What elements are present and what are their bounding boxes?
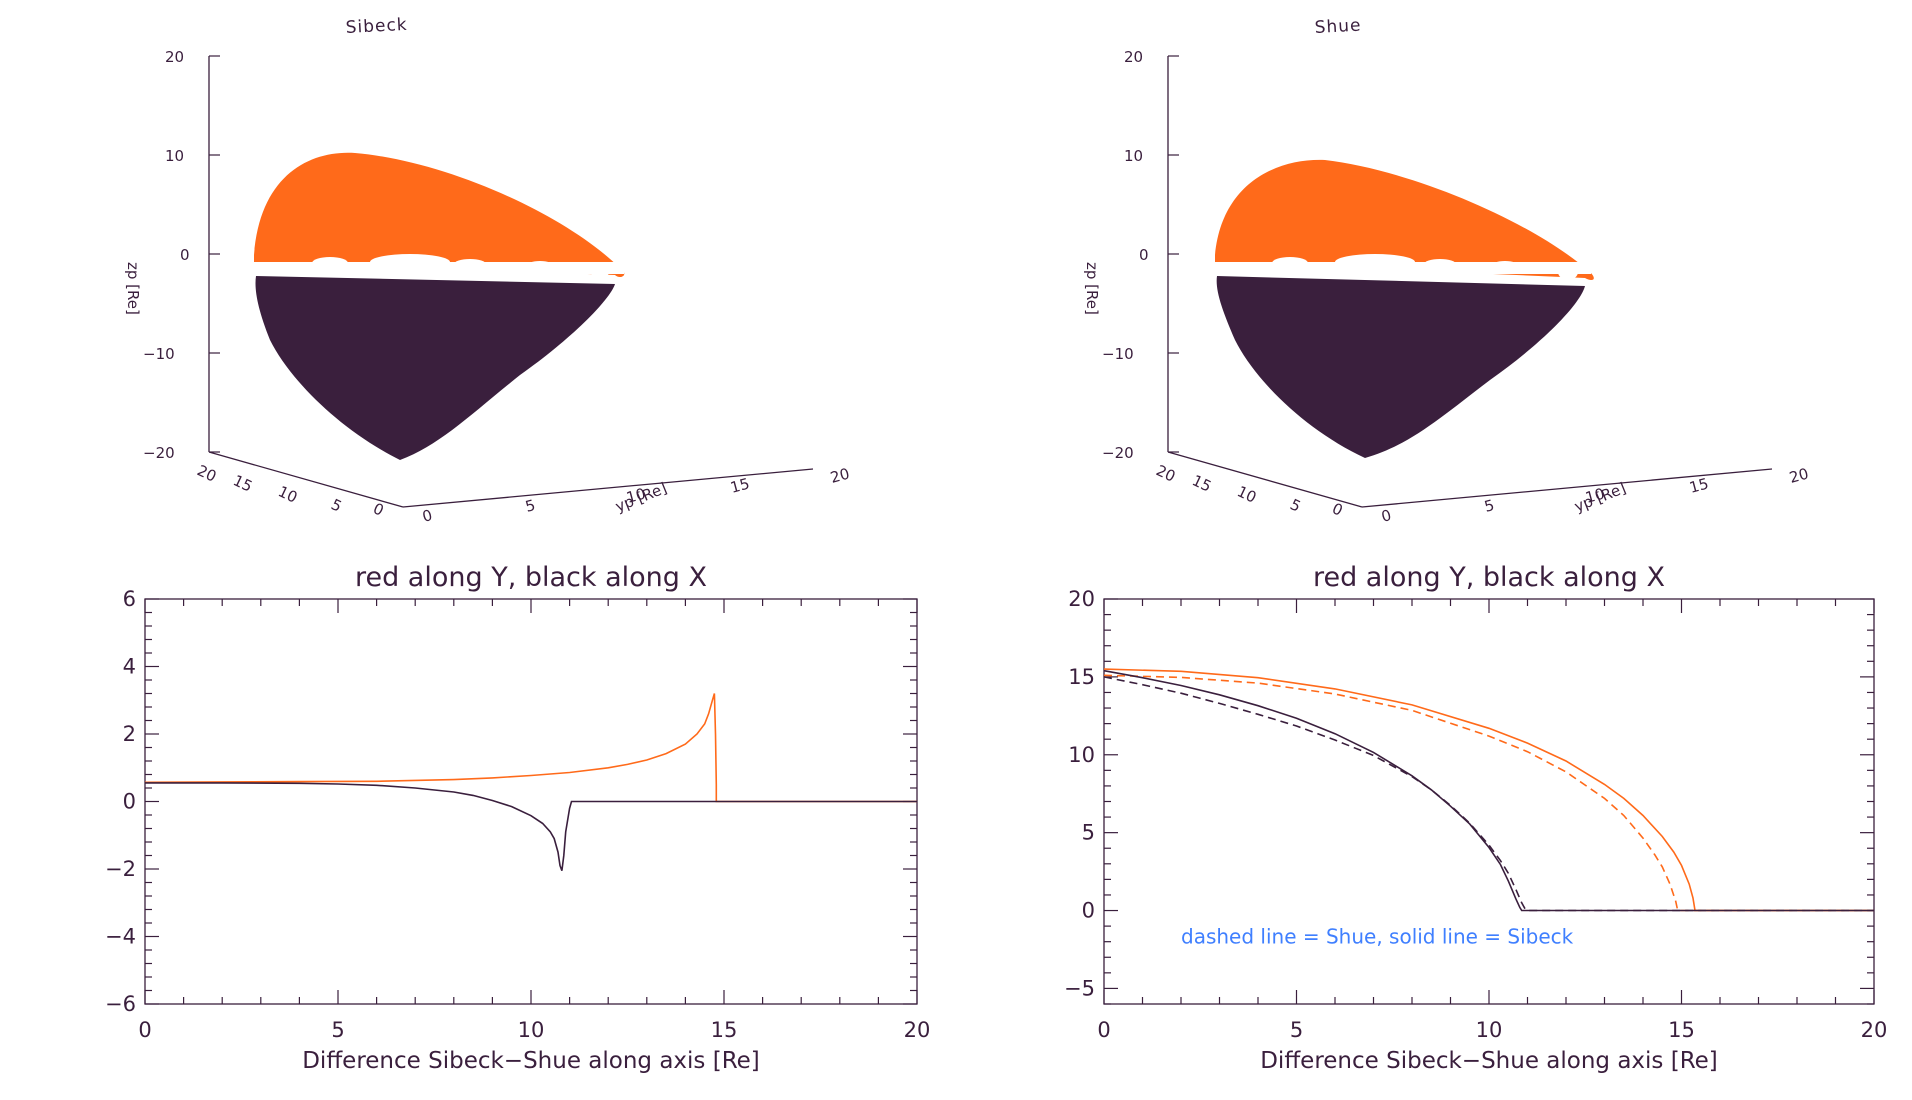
surface-lower-half xyxy=(255,276,615,460)
surface-panel-sibeck: Sibeck 20 10 0 −10 xyxy=(124,15,851,526)
surface-upper-half xyxy=(1215,159,1594,280)
surface-shape xyxy=(252,152,625,460)
y-tick-label: 2 xyxy=(123,722,136,746)
line-panel-difference: 0 5 10 15 20 −6 −4 −2 0 2 4 6 red along Y, black alo… xyxy=(105,562,930,1074)
x-tick-label: 20 xyxy=(1787,465,1810,487)
x-axis-label: Difference Sibeck−Shue along axis [Re] xyxy=(302,1048,760,1074)
x-tick-label: 5 xyxy=(1290,1018,1303,1042)
z-tick-label: 0 xyxy=(180,246,190,264)
x-tick-label: 5 xyxy=(1482,496,1496,516)
x-tick-label: 15 xyxy=(711,1018,738,1042)
y-tick-label: 10 xyxy=(1068,743,1095,767)
y-tick-label: 15 xyxy=(1189,471,1214,495)
y-tick-label: 20 xyxy=(194,461,219,485)
panel-title: Sibeck xyxy=(345,15,408,38)
x-tick-label: 10 xyxy=(518,1018,545,1042)
x-tick-label: 15 xyxy=(1687,475,1710,497)
surface-upper-half xyxy=(254,152,625,278)
y-tick-label: −4 xyxy=(105,925,136,949)
y-tick-label: 5 xyxy=(1082,821,1095,845)
z-axis-label: zp [Re] xyxy=(124,262,142,315)
series-line xyxy=(1103,674,1874,912)
x-tick-label: 10 xyxy=(1476,1018,1503,1042)
y-tick-label: 10 xyxy=(275,482,300,506)
z-tick-label: −10 xyxy=(143,345,175,363)
y-tick-label: 6 xyxy=(123,587,136,611)
x-tick-label: 5 xyxy=(523,496,537,516)
x-tick-label: 15 xyxy=(1668,1018,1695,1042)
x-tick-label: 15 xyxy=(728,475,751,497)
y-tick-label: 5 xyxy=(1287,495,1303,515)
x-tick-label: 5 xyxy=(331,1018,344,1042)
x-tick-label: 0 xyxy=(1097,1018,1110,1042)
y-tick-label: 5 xyxy=(328,495,344,515)
surface-lower-half xyxy=(1216,276,1585,458)
series-line xyxy=(144,693,917,803)
surface-gap-pattern xyxy=(252,254,624,278)
y-tick-label: 10 xyxy=(1234,482,1259,506)
z-tick-label: 10 xyxy=(1124,147,1143,165)
plot-title: red along Y, black along X xyxy=(1313,562,1665,593)
plot-title: red along Y, black along X xyxy=(355,562,707,593)
z-tick-label: 20 xyxy=(165,48,184,66)
y-tick-label: 0 xyxy=(1329,499,1345,519)
series-line xyxy=(1103,676,1874,912)
x-tick-label: 20 xyxy=(904,1018,931,1042)
x-tick-label: 10 xyxy=(1583,485,1606,507)
y-tick-label: 15 xyxy=(1068,665,1095,689)
x-tick-label: 0 xyxy=(138,1018,151,1042)
z-tick-label: −20 xyxy=(1102,444,1134,462)
z-tick-label: 0 xyxy=(1139,246,1149,264)
legend-annotation: dashed line = Shue, solid line = Sibeck xyxy=(1181,924,1574,948)
x-tick-label: 0 xyxy=(1379,506,1393,526)
z-tick-label: −10 xyxy=(1102,345,1134,363)
z-tick-label: 20 xyxy=(1124,48,1143,66)
series-line xyxy=(145,782,917,871)
y-tick-label: 20 xyxy=(1153,461,1178,485)
x-tick-label: 10 xyxy=(624,485,647,507)
z-tick-label: 10 xyxy=(165,147,184,165)
x-axis-label: Difference Sibeck−Shue along axis [Re] xyxy=(1260,1048,1718,1074)
z-axis-label: zp [Re] xyxy=(1083,262,1101,315)
series-line xyxy=(1103,669,1874,912)
y-tick-label: −6 xyxy=(105,992,136,1016)
panel-title: Shue xyxy=(1314,16,1362,38)
surface-panel-shue: Shue 20 10 0 −10 xyxy=(1083,16,1810,526)
surface-shape xyxy=(1213,159,1594,458)
z-tick-label: −20 xyxy=(143,444,175,462)
y-tick-label: 4 xyxy=(123,655,136,679)
y-tick-label: −2 xyxy=(105,857,136,881)
y-tick-label: 0 xyxy=(123,790,136,814)
y-tick-label: 20 xyxy=(1068,587,1095,611)
series-line xyxy=(1103,668,1874,912)
x-tick-label: 20 xyxy=(1861,1018,1888,1042)
y-tick-label: 15 xyxy=(230,471,255,495)
x-tick-label: 0 xyxy=(420,506,434,526)
y-tick-label: 0 xyxy=(1082,899,1095,923)
y-tick-label: 0 xyxy=(370,499,386,519)
y-tick-label: −5 xyxy=(1064,976,1095,1000)
surface-gap-pattern xyxy=(1213,254,1591,280)
x-tick-label: 20 xyxy=(828,465,851,487)
